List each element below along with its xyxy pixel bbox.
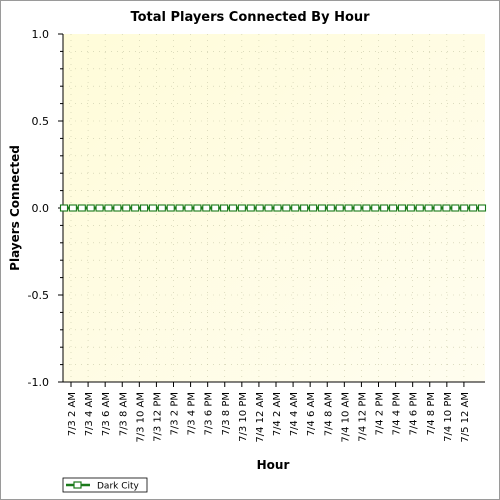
data-point-marker	[371, 204, 380, 212]
x-tick-label: 7/3 4 PM	[187, 392, 198, 435]
x-tick-label: 7/4 10 PM	[443, 392, 454, 442]
data-point-marker	[451, 204, 460, 212]
data-point-marker	[68, 204, 77, 212]
x-tick-label: 7/3 10 PM	[238, 392, 249, 442]
data-point-marker	[353, 204, 362, 212]
data-point-marker	[264, 204, 273, 212]
x-tick-label: 7/4 2 AM	[272, 392, 283, 436]
data-point-marker	[113, 204, 122, 212]
x-tick-label: 7/3 2 AM	[67, 392, 78, 436]
data-point-marker	[380, 204, 389, 212]
data-point-marker	[175, 204, 184, 212]
data-point-marker	[344, 204, 353, 212]
y-tick-label: 1.0	[32, 28, 50, 41]
legend-marker-swatch	[73, 481, 82, 489]
data-point-marker	[424, 204, 433, 212]
x-tick-label: 7/4 8 PM	[426, 392, 437, 435]
data-point-marker	[406, 204, 415, 212]
data-point-marker	[246, 204, 255, 212]
x-tick-label: 7/3 12 PM	[152, 392, 163, 442]
x-tick-label: 7/4 6 AM	[306, 392, 317, 436]
y-axis-ticks: 1.0 0.5 0.0 -0.5 -1.0	[28, 28, 63, 389]
x-tick-label: 7/3 10 AM	[135, 392, 146, 443]
data-point-marker	[300, 204, 309, 212]
data-point-marker	[469, 204, 478, 212]
x-tick-label: 7/4 12 PM	[357, 392, 368, 442]
x-tick-label: 7/3 8 PM	[221, 392, 232, 435]
x-tick-label: 7/3 8 AM	[118, 392, 129, 436]
data-point-marker	[335, 204, 344, 212]
x-tick-label: 7/3 2 PM	[170, 392, 181, 435]
data-point-marker	[433, 204, 442, 212]
x-tick-label: 7/4 4 AM	[289, 392, 300, 436]
data-point-marker	[104, 204, 113, 212]
data-point-marker	[59, 204, 69, 212]
data-point-marker	[77, 204, 86, 212]
y-tick-label: 0.5	[32, 115, 50, 128]
x-tick-label: 7/3 6 AM	[101, 392, 112, 436]
data-point-marker	[211, 204, 220, 212]
legend: Dark City	[62, 477, 148, 493]
x-tick-label: 7/3 6 PM	[204, 392, 215, 435]
data-point-marker	[291, 204, 300, 212]
data-point-marker	[389, 204, 398, 212]
x-axis-ticks: 7/3 2 AM 7/3 4 AM 7/3 6 AM 7/3 8 AM 7/3 10 A…	[67, 382, 471, 443]
legend-box	[62, 477, 148, 493]
data-point-marker	[460, 204, 469, 212]
x-tick-label: 7/4 4 PM	[392, 392, 403, 435]
data-point-marker	[202, 204, 211, 212]
data-point-marker	[317, 204, 326, 212]
data-point-marker	[95, 204, 104, 212]
data-point-marker	[237, 204, 246, 212]
y-tick-label: -0.5	[28, 289, 49, 302]
data-point-marker	[282, 204, 291, 212]
x-tick-label: 7/4 10 AM	[340, 392, 351, 443]
y-tick-label: 0.0	[32, 202, 50, 215]
data-point-marker	[273, 204, 282, 212]
x-tick-label: 7/3 4 AM	[84, 392, 95, 436]
data-point-marker	[397, 204, 407, 212]
series-dark-city	[59, 204, 487, 212]
data-point-marker	[228, 204, 238, 212]
data-point-marker	[442, 204, 451, 212]
data-point-marker	[184, 204, 193, 212]
x-tick-label: 7/4 12 AM	[255, 392, 266, 443]
data-point-marker	[255, 204, 264, 212]
data-point-marker	[193, 204, 202, 212]
data-point-marker	[86, 204, 95, 212]
data-point-marker	[131, 204, 140, 212]
x-tick-label: 7/4 6 PM	[409, 392, 420, 435]
y-tick-label: -1.0	[28, 376, 49, 389]
x-tick-label: 7/5 12 AM	[460, 392, 471, 443]
data-point-marker	[308, 204, 318, 212]
data-point-marker	[139, 204, 149, 212]
legend-label: Dark City	[97, 482, 140, 492]
x-tick-label: 7/4 2 PM	[375, 392, 386, 435]
data-point-marker	[326, 204, 335, 212]
data-point-marker	[415, 204, 424, 212]
data-point-marker	[157, 204, 166, 212]
x-axis-title: Hour	[257, 458, 290, 472]
data-point-marker	[477, 204, 487, 212]
chart-title: Total Players Connected By Hour	[130, 10, 370, 25]
data-point-marker	[362, 204, 371, 212]
y-axis-title: Players Connected	[8, 145, 22, 271]
data-point-marker	[122, 204, 131, 212]
x-tick-label: 7/4 8 AM	[323, 392, 334, 436]
data-point-marker	[148, 204, 157, 212]
data-point-marker	[166, 204, 175, 212]
data-point-marker	[220, 204, 229, 212]
